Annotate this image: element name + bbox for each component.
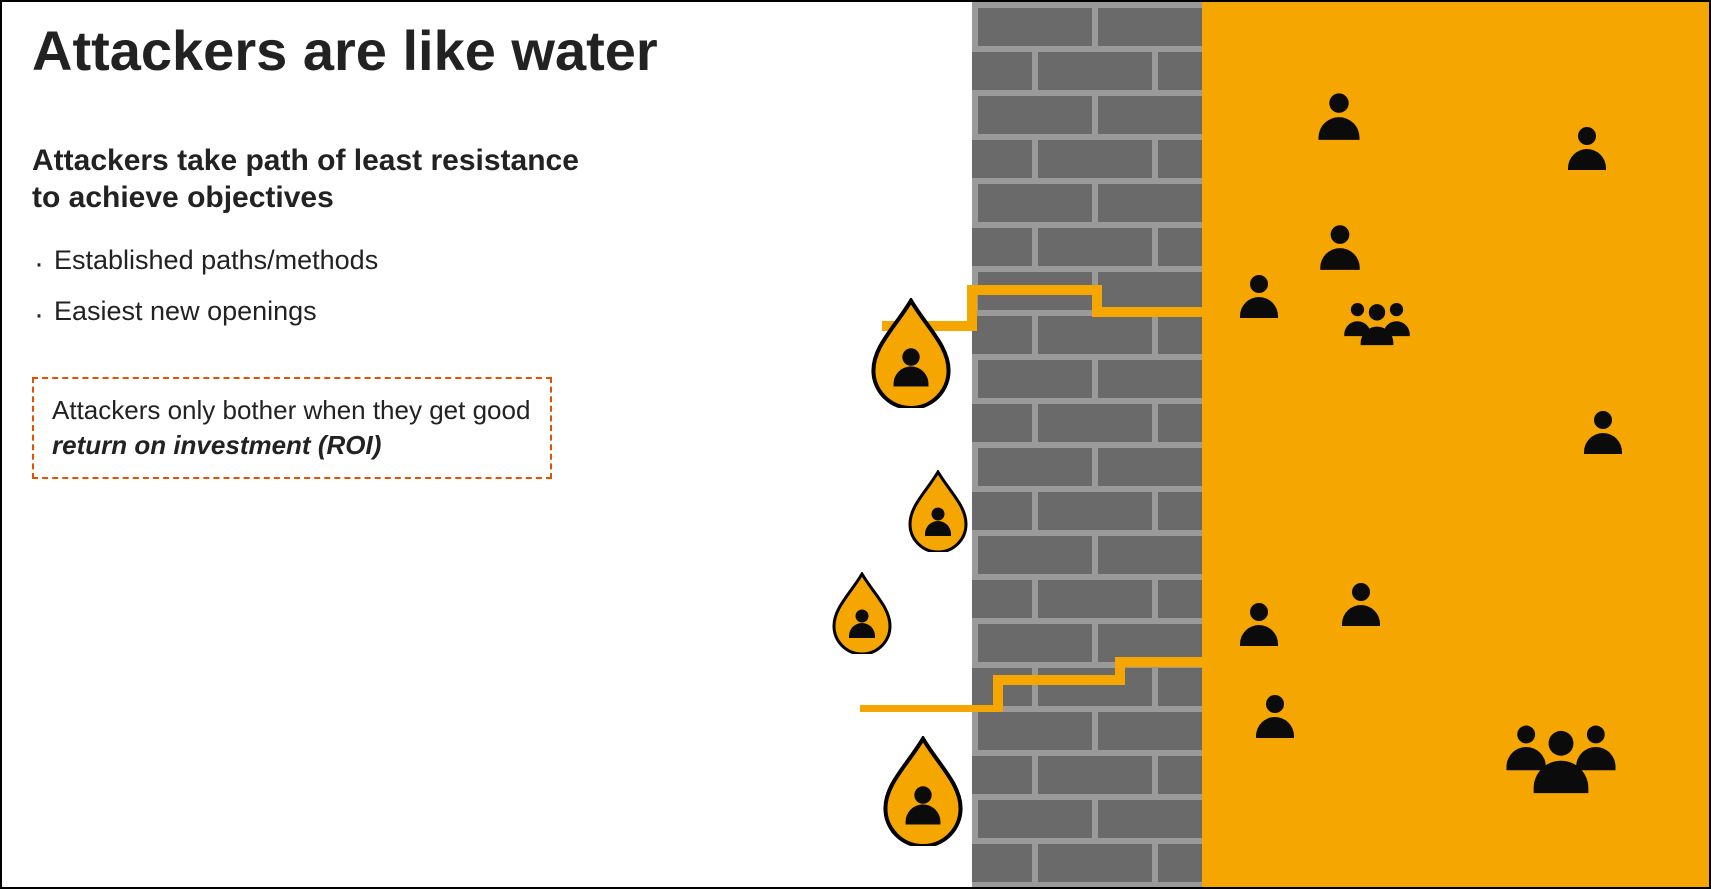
brick-wall-svg bbox=[972, 2, 1202, 889]
bullet-item: Easiest new openings bbox=[32, 286, 732, 337]
person-icon bbox=[1336, 578, 1386, 633]
slide-subtitle: Attackers take path of least resistance … bbox=[32, 142, 732, 217]
protected-zone bbox=[1202, 2, 1709, 887]
text-column: Attackers are like water Attackers take … bbox=[32, 20, 732, 479]
person-icon bbox=[1314, 220, 1366, 277]
person-icon bbox=[1234, 598, 1284, 653]
bullet-list: Established paths/methods Easiest new op… bbox=[32, 235, 732, 338]
people-group-icon bbox=[1338, 298, 1416, 358]
attacker-drop-icon bbox=[866, 298, 956, 408]
subtitle-line-2: to achieve objectives bbox=[32, 181, 334, 214]
callout-text: Attackers only bother when they get good bbox=[52, 395, 530, 425]
person-icon bbox=[1234, 270, 1284, 325]
person-icon bbox=[1562, 122, 1612, 177]
slide: Attackers are like water Attackers take … bbox=[0, 0, 1711, 889]
attacker-drop-icon bbox=[878, 736, 968, 846]
attacker-drop-icon bbox=[906, 470, 970, 552]
person-icon bbox=[1312, 88, 1366, 147]
attacker-drop-icon bbox=[830, 572, 894, 654]
roi-callout: Attackers only bother when they get good… bbox=[32, 377, 552, 479]
subtitle-line-1: Attackers take path of least resistance bbox=[32, 144, 579, 177]
slide-title: Attackers are like water bbox=[32, 20, 732, 82]
person-icon bbox=[1578, 406, 1628, 461]
person-icon bbox=[1250, 690, 1300, 745]
people-group-icon bbox=[1496, 708, 1626, 811]
bullet-item: Established paths/methods bbox=[32, 235, 732, 286]
callout-roi: return on investment (ROI) bbox=[52, 430, 381, 460]
brick-wall bbox=[972, 2, 1202, 887]
